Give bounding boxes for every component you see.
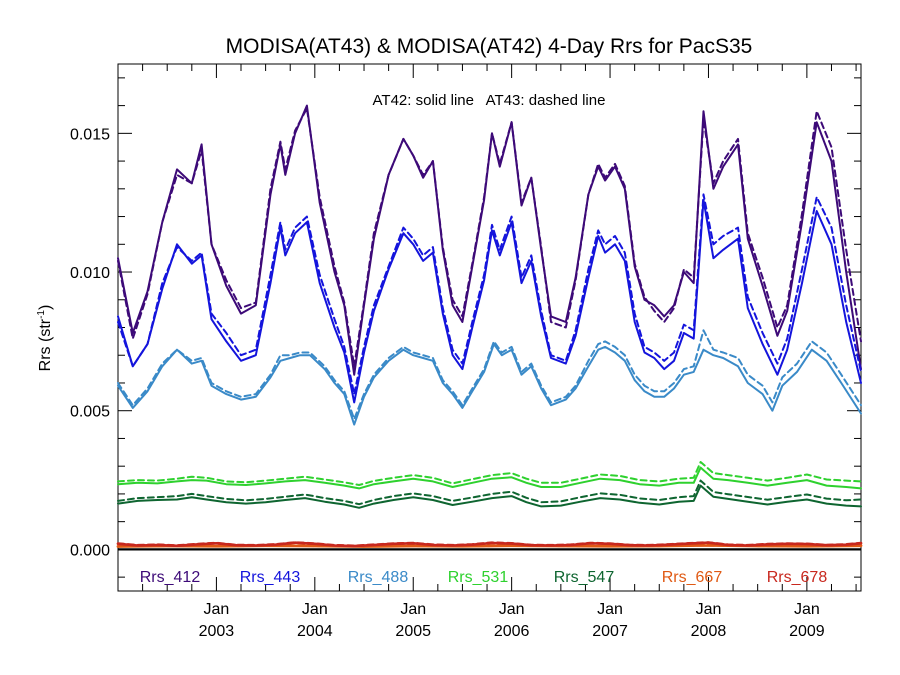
x-tick-label-month: Jan	[499, 601, 525, 618]
series-line-rrs-531-at42	[117, 466, 862, 490]
y-tick-label: 0.015	[70, 126, 110, 143]
x-tick-label-year: 2009	[789, 623, 825, 640]
legend-entry: Rrs_667	[662, 569, 723, 586]
y-axis-label-close: )	[37, 305, 54, 310]
x-tick-label-year: 2004	[297, 623, 333, 640]
series-line-rrs-678-at43	[116, 541, 863, 548]
y-tick-label: 0.000	[70, 542, 110, 559]
x-tick-label-month: Jan	[794, 601, 820, 618]
x-tick-label-year: 2006	[494, 623, 530, 640]
line-style-annotation: AT42: solid line AT43: dashed line	[373, 92, 606, 109]
x-tick-label-month: Jan	[204, 601, 230, 618]
legend-entry: Rrs_412	[140, 569, 201, 586]
y-axis-label-superscript: -1	[36, 310, 47, 319]
x-tick-label-month: Jan	[302, 601, 328, 618]
series-line-rrs-488-at43	[117, 329, 862, 420]
series-line-rrs-531-at43	[117, 461, 862, 486]
x-tick-label-month: Jan	[400, 601, 426, 618]
x-tick-label-year: 2003	[199, 623, 235, 640]
legend-entry: Rrs_531	[448, 569, 509, 586]
y-axis-label-main: Rrs (str	[37, 318, 54, 371]
chart-title: MODISA(AT43) & MODISA(AT42) 4-Day Rrs fo…	[226, 35, 753, 58]
x-tick-label-year: 2007	[592, 623, 628, 640]
x-tick-label-month: Jan	[597, 601, 623, 618]
plot-area: 0.000 0.005 0.010 0.015 Jan 2003 Jan 2004 Jan 200…	[70, 63, 863, 640]
x-tick-label-month: Jan	[696, 601, 722, 618]
x-tick-label-year: 2008	[691, 623, 727, 640]
x-tick-label-year: 2005	[395, 623, 431, 640]
series-line-rrs-488-at42	[117, 343, 862, 426]
legend-entry: Rrs_547	[554, 569, 615, 586]
series-line-rrs-412-at43	[117, 107, 862, 368]
y-tick-label: 0.005	[70, 404, 110, 421]
legend-entry: Rrs_678	[767, 569, 828, 586]
series-line-rrs-443-at42	[117, 198, 862, 404]
series-line-rrs-443-at43	[117, 193, 862, 396]
y-tick-label: 0.010	[70, 265, 110, 282]
legend-entry: Rrs_488	[348, 569, 409, 586]
legend-entry: Rrs_443	[240, 569, 301, 586]
series-line-rrs-547-at42	[117, 484, 862, 509]
y-axis-label: Rrs (str-1)	[36, 305, 54, 372]
series-line-rrs-547-at43	[117, 479, 862, 506]
